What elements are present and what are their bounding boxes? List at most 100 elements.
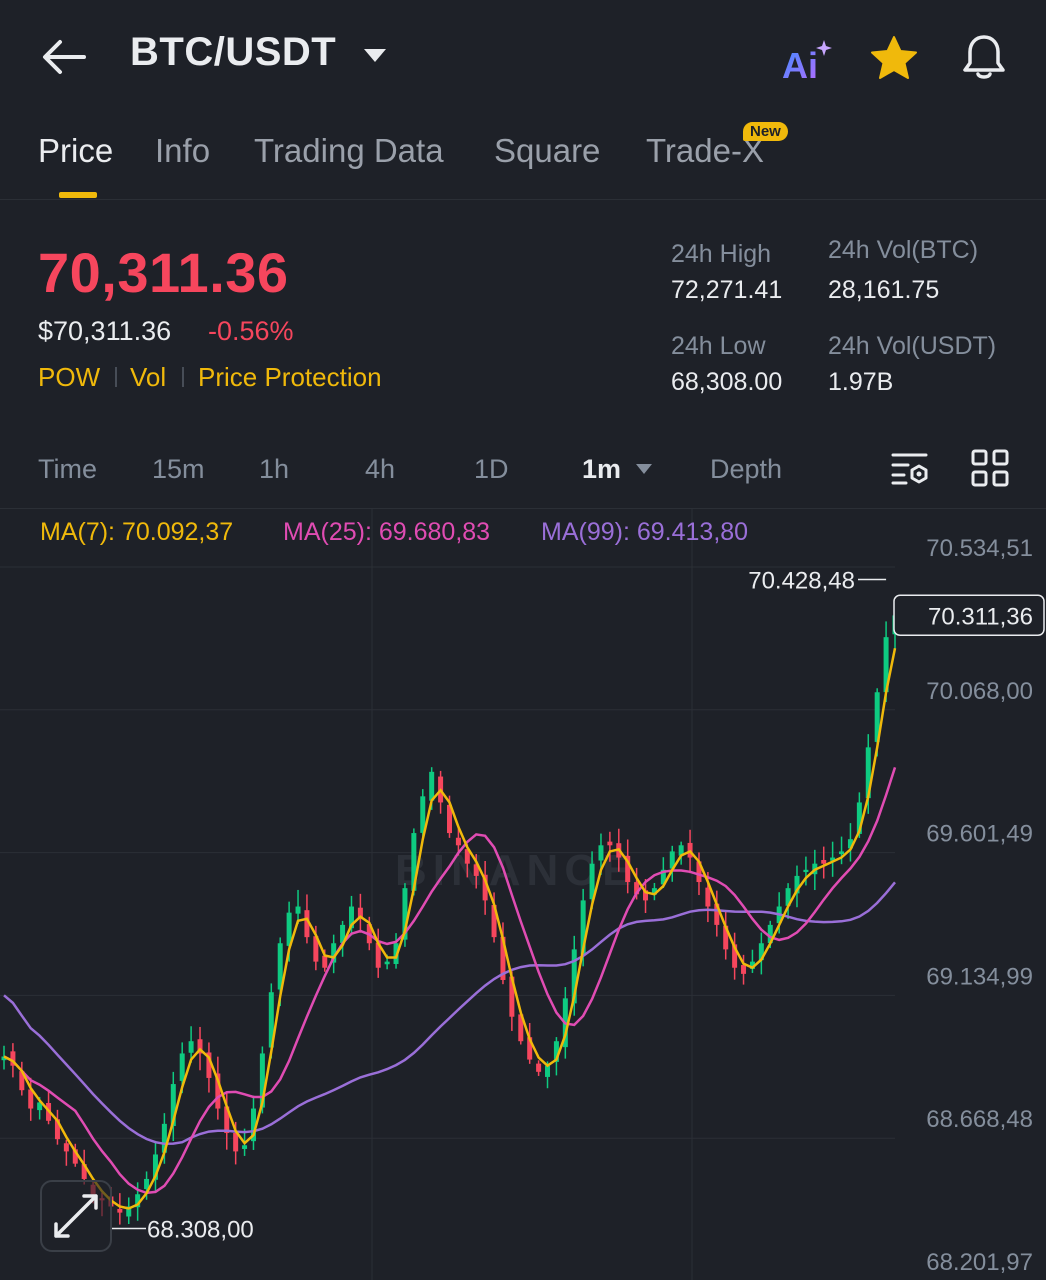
usd-price: $70,311.36 [38,316,172,346]
candle-body [723,925,729,950]
interval-depth[interactable]: Depth [710,454,783,484]
chart-annotations: 70.428,48 68.308,00 70.311,36 [112,567,1045,1244]
svg-text:Ai: Ai [782,45,818,82]
tag-pow[interactable]: POW [38,362,101,392]
bell-icon[interactable] [958,32,1010,82]
candle-body [509,976,515,1017]
candle-body [286,912,292,946]
candle-body [411,833,417,891]
candle-body [402,888,408,940]
tag-separator [115,367,117,387]
stat-high-label: 24h High [671,240,772,268]
stat-vol-btc-label: 24h Vol(BTC) [828,236,979,264]
candle-body [580,900,586,955]
candle-body [643,890,649,901]
current-price-tag [893,594,1045,637]
candle-body [500,936,506,980]
tab-price[interactable]: Price [38,132,114,169]
back-arrow-icon[interactable] [38,36,88,78]
candle-body [839,851,845,855]
candle-body [268,992,274,1048]
interval-1h[interactable]: 1h [259,454,290,484]
interval-time[interactable]: Time [38,454,97,484]
current-price-label: 70.311,36 [928,603,1033,630]
candle-body [491,904,497,938]
candle-body [536,1063,542,1072]
candle-body [322,955,328,968]
candle-body [206,1052,212,1078]
candle-body [767,924,773,944]
candle-body [10,1051,16,1066]
tab-info[interactable]: Info [155,132,211,169]
candle-body [37,1102,43,1111]
candle-body [28,1089,34,1109]
layout-grid-icon[interactable] [970,448,1010,488]
candle-body [331,943,337,963]
last-price: 70,311.36 [38,241,289,304]
y-axis-ticks: 70.534,51 70.068,00 69.601,49 69.134,99 68.6… [926,535,1033,1276]
candle-body [144,1178,150,1190]
caret-down-icon[interactable] [362,46,388,64]
candle-body [678,845,684,856]
pair-title[interactable]: BTC/USDT [130,30,337,74]
interval-1d[interactable]: 1D [474,454,509,484]
candle-body [455,837,461,846]
interval-1m[interactable]: 1m [582,454,622,484]
candle-body [527,1037,533,1060]
candle-body [856,802,862,834]
interval-4h[interactable]: 4h [365,454,396,484]
ma25-line [3,767,897,1195]
tab-trading-data[interactable]: Trading Data [254,132,444,169]
candle-body [482,874,488,901]
new-badge: New [743,122,788,141]
candle-body [135,1194,141,1208]
candle-body [473,864,479,876]
candle-body [785,888,791,906]
candle-body [179,1053,185,1081]
candle-body [348,906,354,929]
candle-body [295,906,301,914]
interval-caret-down-icon[interactable] [634,462,654,476]
candle-body [313,936,319,962]
expand-arrows-icon [54,1194,98,1238]
candle-body [188,1041,194,1053]
candle-body [375,942,381,968]
candle-body [705,887,711,907]
candle-body [233,1132,239,1152]
candle-body [553,1041,559,1062]
tabs-divider [0,199,1046,200]
candle-body [54,1119,60,1140]
candle-body [830,857,836,861]
change-percent: -0.56% [208,316,294,346]
candle-body [545,1065,551,1077]
active-tab-indicator [59,192,97,198]
stat-low-label: 24h Low [671,332,766,360]
high-price-label: 70.428,48 [748,567,855,594]
stat-vol-usdt-value: 1.97B [828,368,894,396]
chart-grid [0,509,895,1280]
candle-body [250,1108,256,1142]
candle-body [607,841,613,846]
candle-body [117,1208,123,1213]
tag-price-protection[interactable]: Price Protection [198,362,382,392]
candle-body [357,907,363,919]
star-icon[interactable] [868,34,920,82]
ai-assistant-icon[interactable]: Ai [780,36,834,82]
candle-body [714,903,720,925]
tag-vol[interactable]: Vol [130,362,167,392]
candle-body [126,1206,132,1217]
candle-body [749,961,755,969]
candle-body [589,863,595,900]
candlestick-chart[interactable]: BINANCE 70.534,5170.068,0069.601,4969.13… [0,509,1046,1280]
candle-body [72,1149,78,1164]
ma99-line [3,881,896,1146]
fullscreen-button[interactable] [40,1180,112,1252]
stat-vol-btc-value: 28,161.75 [828,276,940,304]
interval-15m[interactable]: 15m [152,454,205,484]
tab-square[interactable]: Square [494,132,601,169]
chart-settings-icon[interactable] [890,450,932,488]
candle-body [758,943,764,961]
candle-body [81,1164,87,1179]
candle-body [598,845,604,861]
stat-vol-usdt-label: 24h Vol(USDT) [828,332,997,360]
